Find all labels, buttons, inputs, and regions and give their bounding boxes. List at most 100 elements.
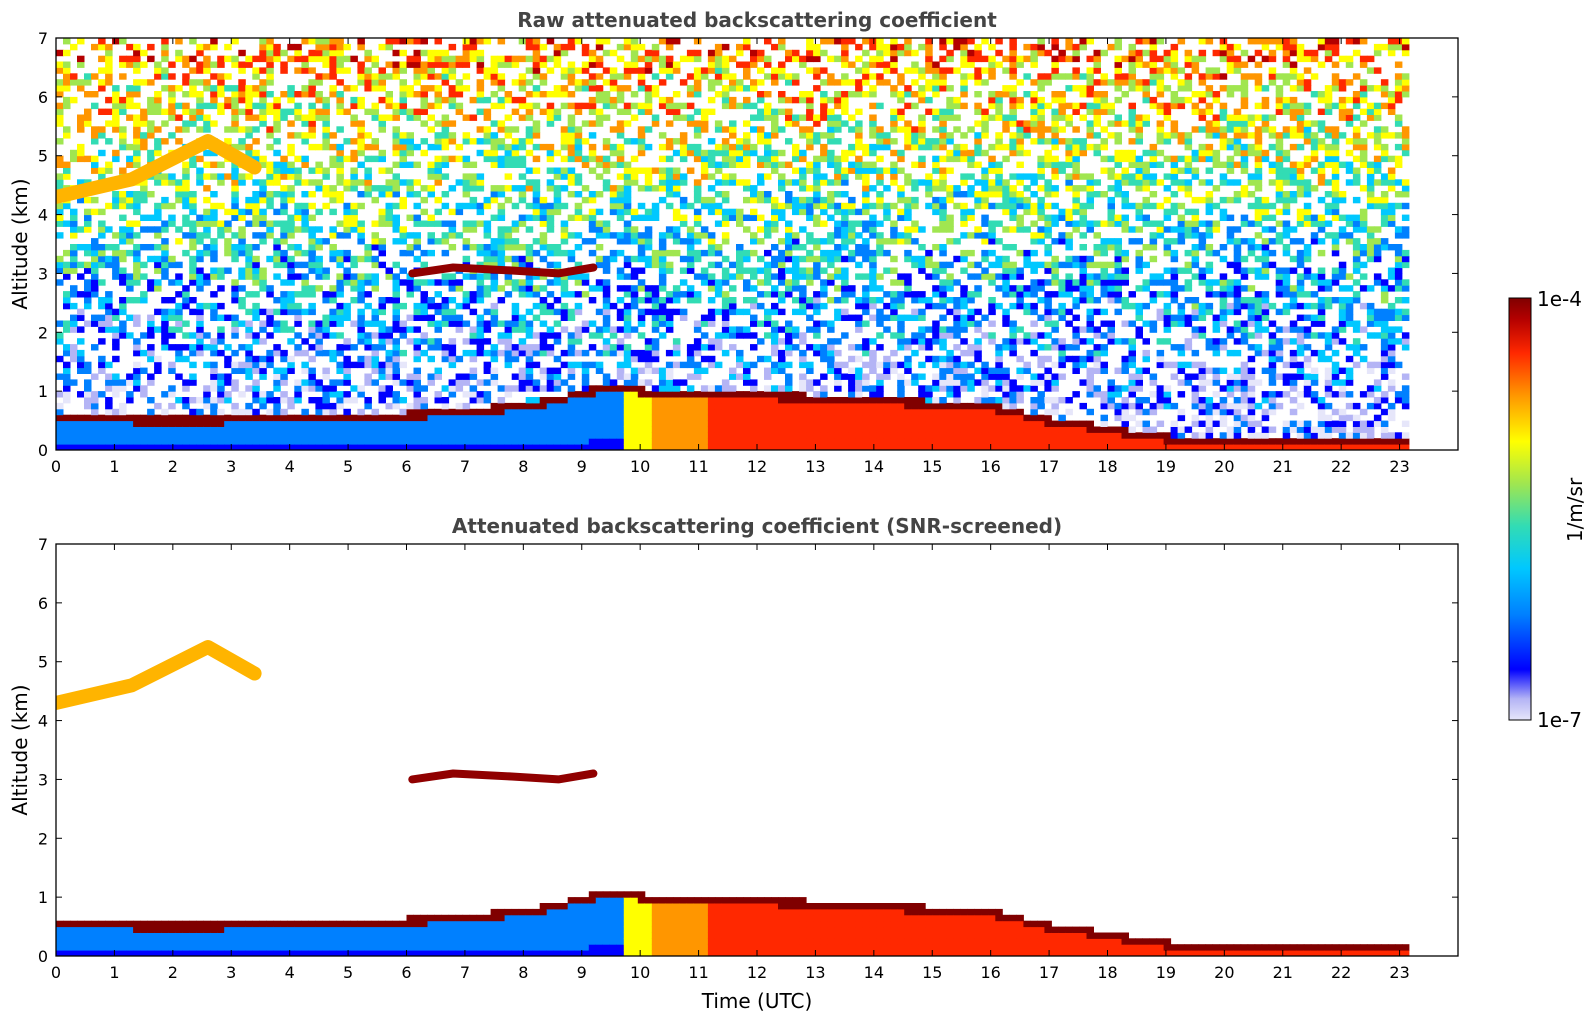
heatmap-cell bbox=[504, 344, 513, 351]
heatmap-cell bbox=[77, 273, 85, 280]
heatmap-cell bbox=[764, 402, 772, 410]
heatmap-cell bbox=[714, 261, 723, 269]
heatmap-cell bbox=[834, 402, 842, 410]
heatmap-cell bbox=[287, 167, 295, 174]
heatmap-cell bbox=[721, 138, 730, 145]
heatmap-cell bbox=[799, 173, 807, 180]
heatmap-cell bbox=[217, 173, 225, 180]
heatmap-cell bbox=[140, 61, 148, 68]
heatmap-cell bbox=[806, 167, 814, 174]
heatmap-cell bbox=[140, 432, 148, 439]
heatmap-cell bbox=[182, 232, 190, 239]
heatmap-cell bbox=[855, 355, 863, 363]
heatmap-cell bbox=[308, 420, 316, 427]
heatmap-cell bbox=[686, 349, 695, 357]
heatmap-cell bbox=[308, 143, 316, 151]
heatmap-cell bbox=[721, 279, 730, 286]
heatmap-cell bbox=[427, 297, 435, 304]
heatmap-cell bbox=[392, 302, 400, 310]
heatmap-cell bbox=[483, 155, 492, 163]
heatmap-cell bbox=[729, 344, 737, 351]
heatmap-cell bbox=[476, 138, 485, 145]
heatmap-cell bbox=[771, 149, 779, 157]
heatmap-cell bbox=[567, 73, 576, 80]
heatmap-cell bbox=[357, 444, 365, 450]
heatmap-cell bbox=[518, 114, 527, 121]
heatmap-cell bbox=[609, 149, 618, 157]
heatmap-cell bbox=[679, 279, 688, 286]
heatmap-cell bbox=[406, 143, 414, 151]
heatmap-cell bbox=[70, 326, 78, 333]
heatmap-cell bbox=[504, 149, 513, 157]
heatmap-cell bbox=[427, 185, 435, 192]
heatmap-cell bbox=[224, 126, 232, 133]
heatmap-cell bbox=[77, 444, 85, 450]
heatmap-cell bbox=[644, 55, 653, 63]
heatmap-cell bbox=[707, 408, 716, 416]
heatmap-cell bbox=[778, 391, 786, 398]
heatmap-cell bbox=[140, 138, 148, 145]
heatmap-cell bbox=[553, 355, 562, 363]
heatmap-cell bbox=[672, 402, 681, 410]
heatmap-cell bbox=[238, 438, 246, 445]
heatmap-cell bbox=[490, 196, 499, 204]
heatmap-cell bbox=[378, 320, 386, 327]
heatmap-cell bbox=[630, 102, 639, 110]
heatmap-cell bbox=[567, 232, 576, 239]
heatmap-cell bbox=[231, 143, 239, 151]
heatmap-cell bbox=[427, 408, 435, 416]
heatmap-cell bbox=[105, 426, 113, 433]
heatmap-cell bbox=[203, 385, 211, 392]
heatmap-cell bbox=[301, 91, 309, 98]
heatmap-cell bbox=[644, 344, 653, 351]
heatmap-cell bbox=[792, 444, 800, 450]
heatmap-cell bbox=[497, 214, 506, 221]
heatmap-cell bbox=[785, 138, 793, 145]
heatmap-cell bbox=[84, 297, 92, 304]
heatmap-cell bbox=[764, 102, 772, 110]
heatmap-cell bbox=[154, 426, 162, 433]
heatmap-cell bbox=[616, 314, 625, 321]
heatmap-cell bbox=[834, 202, 842, 210]
heatmap-cell bbox=[707, 96, 716, 104]
heatmap-cell bbox=[855, 208, 863, 216]
heatmap-cell bbox=[504, 385, 513, 392]
heatmap-cell bbox=[196, 91, 204, 98]
heatmap-cell bbox=[841, 308, 849, 316]
heatmap-cell bbox=[532, 91, 541, 98]
heatmap-cell bbox=[252, 361, 260, 369]
heatmap-cell bbox=[322, 314, 330, 321]
heatmap-cell bbox=[301, 291, 309, 298]
heatmap-cell bbox=[623, 138, 632, 145]
heatmap-cell bbox=[658, 267, 667, 274]
heatmap-cell bbox=[315, 344, 323, 351]
heatmap-cell bbox=[518, 420, 527, 427]
heatmap-cell bbox=[806, 108, 814, 115]
heatmap-cell bbox=[834, 120, 842, 127]
heatmap-cell bbox=[841, 179, 849, 186]
heatmap-cell bbox=[252, 73, 260, 80]
heatmap-cell bbox=[413, 161, 421, 168]
heatmap-cell bbox=[210, 96, 218, 104]
heatmap-cell bbox=[490, 349, 499, 357]
heatmap-cell bbox=[686, 249, 695, 257]
heatmap-cell bbox=[462, 61, 471, 68]
heatmap-cell bbox=[820, 155, 828, 163]
heatmap-cell bbox=[623, 273, 632, 280]
heatmap-cell bbox=[434, 102, 442, 110]
heatmap-cell bbox=[820, 196, 828, 204]
heatmap-cell bbox=[308, 202, 316, 210]
heatmap-cell bbox=[813, 291, 821, 298]
heatmap-cell bbox=[112, 126, 120, 133]
heatmap-cell bbox=[217, 232, 225, 239]
heatmap-cell bbox=[434, 220, 442, 227]
heatmap-cell bbox=[855, 249, 863, 257]
heatmap-cell bbox=[322, 432, 330, 439]
heatmap-cell bbox=[119, 444, 127, 450]
heatmap-cell bbox=[399, 397, 407, 404]
heatmap-cell bbox=[259, 196, 267, 204]
heatmap-cell bbox=[792, 432, 800, 439]
heatmap-cell bbox=[399, 408, 407, 416]
heatmap-cell bbox=[476, 444, 485, 450]
heatmap-cell bbox=[869, 149, 877, 157]
